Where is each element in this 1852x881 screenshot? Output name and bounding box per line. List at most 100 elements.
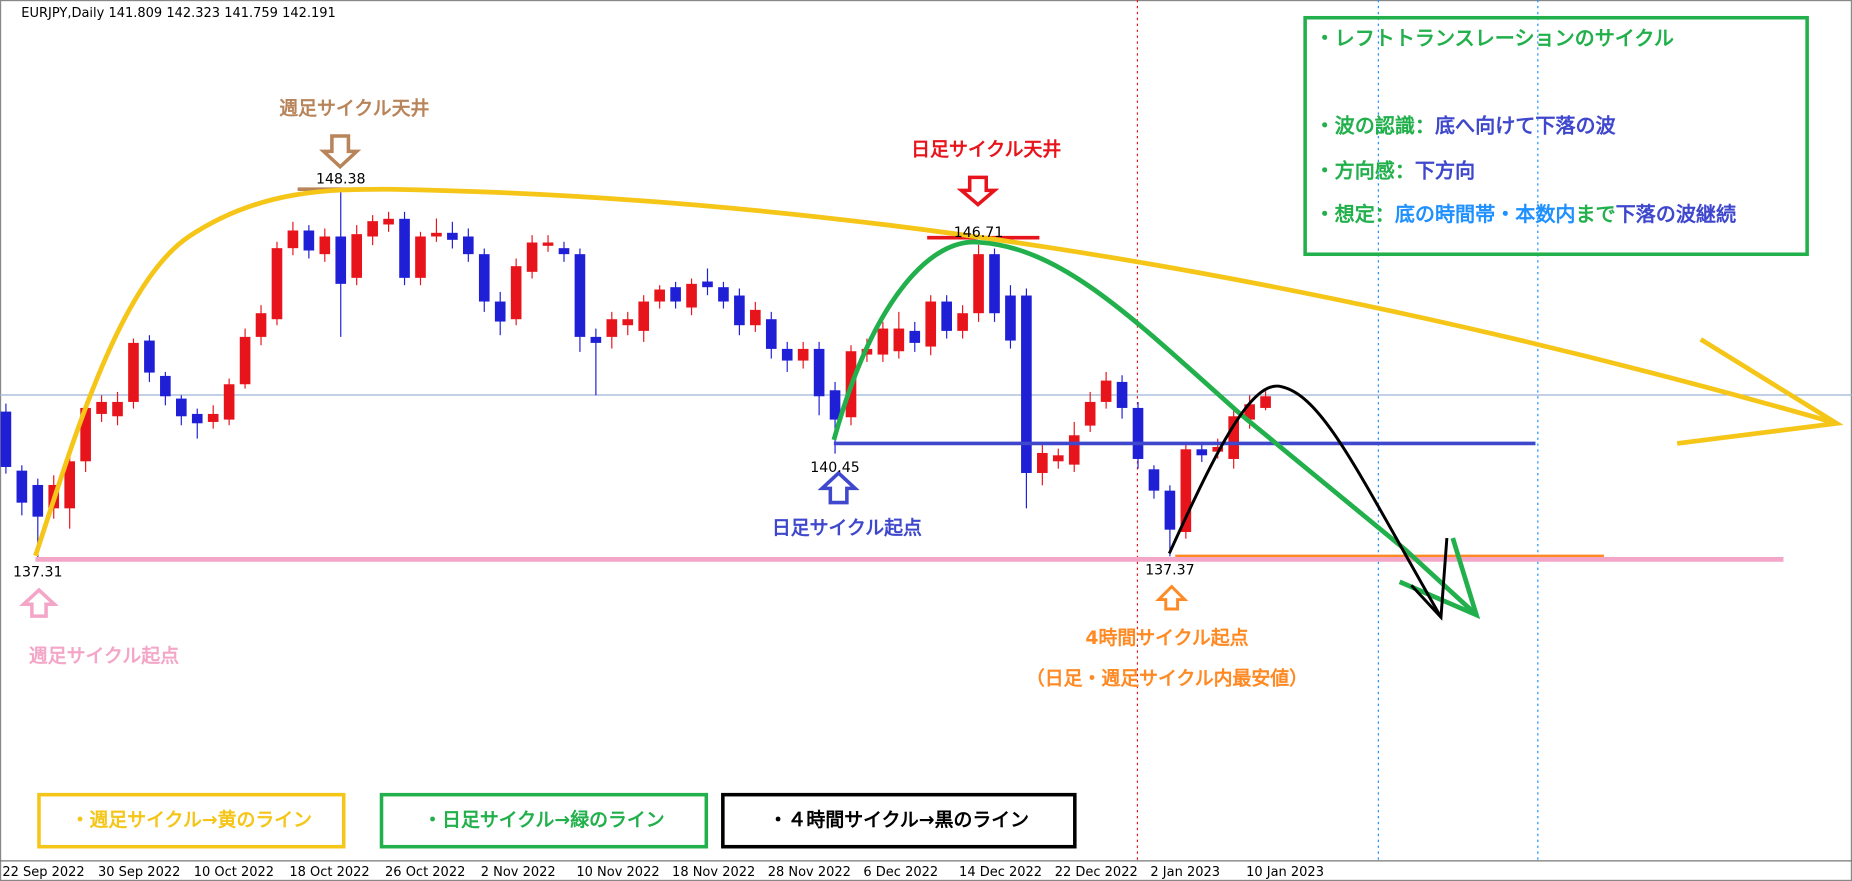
candle-body — [734, 295, 745, 326]
annotation: 週足サイクル起点 — [29, 645, 179, 667]
annotation: 日足サイクル起点 — [772, 517, 922, 539]
candle-body — [319, 236, 331, 255]
price-label: 146.71 — [954, 225, 1004, 241]
candle-body — [909, 330, 921, 343]
candle-body — [175, 398, 187, 417]
price-label: 148.38 — [316, 172, 366, 188]
candle-body — [829, 390, 841, 420]
candle-body — [303, 230, 315, 251]
candle-body — [399, 218, 410, 278]
note-segment: ・波の認識： — [1315, 113, 1435, 137]
overlay — [19, 15, 1844, 621]
labels: 22 Sep 2022 30 Sep 2022 10 Oct 2022 18 Oct … — [2, 26, 1736, 881]
candle-body — [96, 401, 107, 414]
candle-body — [80, 407, 91, 462]
weekly-cycle — [33, 186, 1844, 557]
header-low: 141.759 — [224, 6, 278, 21]
candle-body — [638, 301, 650, 331]
candle-body — [1244, 404, 1255, 420]
note-segment: 下方向 — [1415, 158, 1475, 182]
candle-body — [255, 313, 267, 337]
down-arrow — [956, 175, 1000, 207]
note-segment: まで — [1575, 202, 1615, 226]
candle-body — [877, 328, 889, 355]
candle-body — [813, 348, 825, 397]
candle-body — [1116, 381, 1128, 408]
candle-body — [494, 301, 506, 322]
header: EURJPY,Daily 141.809 142.323 141.759 142… — [21, 6, 336, 21]
x-tick-label: 30 Sep 2022 — [98, 865, 180, 880]
legend-label: ・週足サイクル→黄のライン — [71, 808, 312, 831]
header-close: 142.191 — [282, 6, 336, 21]
candle-body — [1228, 416, 1239, 459]
legend-box — [721, 792, 1077, 849]
x-tick-label: 2 Nov 2022 — [481, 865, 556, 880]
candle-body — [1132, 407, 1144, 459]
candle-body — [574, 254, 586, 337]
candle-body — [622, 319, 634, 326]
candle-body — [128, 342, 139, 402]
candle-body — [1100, 380, 1112, 402]
daily-cycle — [831, 239, 1481, 620]
weekly-arrowhead — [1676, 337, 1844, 446]
candle-body — [558, 248, 570, 255]
candle-body — [287, 230, 299, 249]
x-tick-label: 22 Sep 2022 — [2, 865, 84, 880]
candle-body — [670, 287, 681, 302]
candle-body — [765, 319, 777, 349]
candle-body — [112, 401, 123, 417]
candle-body — [941, 301, 952, 331]
candle-body — [160, 375, 171, 397]
candle-body — [925, 301, 937, 347]
candle-body — [510, 266, 522, 320]
weekly-curve — [33, 186, 1838, 557]
annotation: 日足サイクル天井 — [911, 139, 1061, 161]
candle-body — [686, 283, 697, 308]
candle-body — [367, 221, 378, 237]
candle-body — [1037, 452, 1048, 473]
x-tick-label: 26 Oct 2022 — [385, 865, 465, 880]
candle-body — [1164, 490, 1176, 530]
x-tick-label: 6 Dec 2022 — [863, 865, 938, 880]
x-tick-label: 10 Jan 2023 — [1246, 865, 1324, 880]
candle-body — [383, 218, 394, 225]
candle-body — [223, 384, 235, 420]
x-tick-label: 10 Nov 2022 — [576, 865, 659, 880]
candle-body — [542, 242, 554, 246]
daily-arrowhead — [1398, 537, 1481, 620]
candle-body — [718, 287, 729, 302]
candle-body — [893, 328, 905, 352]
legend-box — [379, 792, 709, 849]
note-line: ・波の認識：底へ向けて下落の波 — [1315, 113, 1617, 137]
notes-box — [1303, 15, 1809, 257]
annotation: （日足・週足サイクル内最安値） — [1026, 666, 1308, 689]
note-segment: ・方向感： — [1315, 158, 1415, 182]
x-tick-label: 2 Jan 2023 — [1150, 865, 1220, 880]
annotation: 週足サイクル天井 — [279, 97, 429, 119]
candle-body — [415, 236, 426, 278]
up-arrow — [1155, 584, 1189, 611]
price-label: 140.45 — [810, 460, 860, 476]
candle-body — [478, 254, 490, 302]
h4-arrowhead — [1410, 537, 1449, 621]
h4-curve — [1167, 384, 1443, 619]
annotation: 4時間サイクル起点 — [1085, 627, 1248, 649]
candle-body — [750, 309, 761, 326]
x-tick-label: 10 Oct 2022 — [194, 865, 274, 880]
candle-body — [1021, 295, 1032, 473]
header-high: 142.323 — [166, 6, 220, 21]
h4-cycle — [1167, 384, 1449, 621]
price-label: 137.31 — [13, 565, 63, 581]
candle-body — [989, 254, 1000, 314]
candle-body — [526, 242, 538, 272]
candle-body — [463, 236, 474, 255]
candle-body — [1196, 449, 1208, 456]
candle-body — [271, 248, 283, 320]
candle-body — [239, 336, 251, 385]
note-line: ・想定：底の時間帯・本数内まで下落の波継続 — [1315, 202, 1736, 226]
symbol: EURJPY,Daily — [21, 6, 104, 21]
candle-body — [1148, 469, 1160, 491]
candle-body — [1084, 401, 1096, 426]
